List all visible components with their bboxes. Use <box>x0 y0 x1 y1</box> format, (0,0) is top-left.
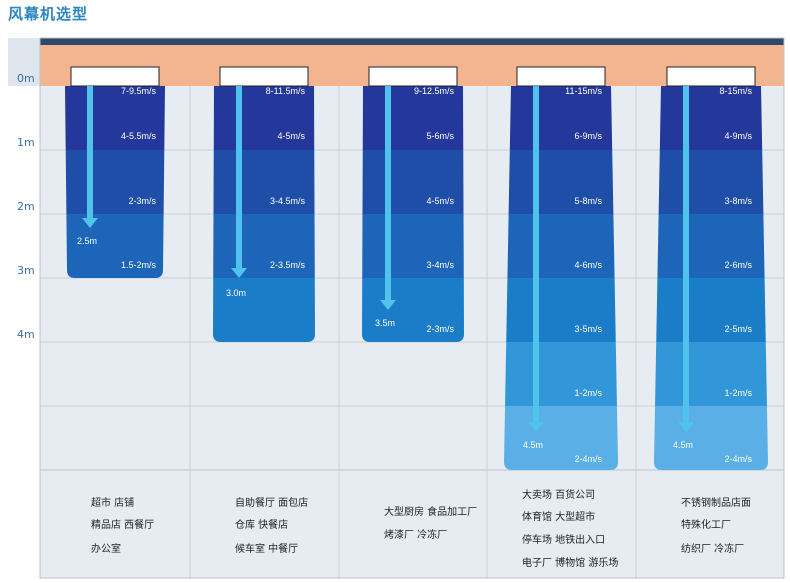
arrow-shaft <box>533 86 539 422</box>
application-label: 电子厂 博物馆 游乐场 <box>522 558 619 569</box>
airflow-band <box>65 214 165 278</box>
application-label: 精品店 西餐厅 <box>91 520 155 531</box>
throw-distance-label: 4.5m <box>523 440 544 450</box>
airflow-band <box>654 342 768 406</box>
airflow-band <box>654 278 768 342</box>
speed-label: 3-5m/s <box>574 324 602 334</box>
speed-label: 4-5.5m/s <box>120 131 156 141</box>
airflow-band <box>654 150 768 214</box>
airflow-band <box>504 86 618 150</box>
y-axis-label: 3m <box>17 264 35 277</box>
airflow-band <box>65 86 165 150</box>
speed-label: 3-8m/s <box>724 196 752 206</box>
air-curtain-unit <box>516 66 606 87</box>
airflow-band <box>504 150 618 214</box>
airflow-band <box>504 278 618 342</box>
speed-label: 3-4m/s <box>426 260 454 270</box>
arrow-shaft <box>236 86 242 268</box>
speed-label: 2-4m/s <box>574 454 602 464</box>
arrow-head <box>231 268 247 278</box>
application-label: 不锈钢制品店面 <box>681 498 751 509</box>
air-curtain-unit <box>666 66 756 87</box>
airflow-band <box>213 278 315 342</box>
speed-label: 2-6m/s <box>724 260 752 270</box>
arrow-head <box>82 218 98 228</box>
speed-label: 1.5-2m/s <box>120 260 156 270</box>
application-label: 仓库 快餐店 <box>235 520 289 531</box>
speed-label: 4-9m/s <box>724 131 752 141</box>
air-curtain-unit <box>368 66 458 87</box>
application-label: 大型厨房 食品加工厂 <box>384 507 478 518</box>
application-label: 候车室 中餐厅 <box>235 544 299 555</box>
throw-distance-label: 4.5m <box>673 440 694 450</box>
airflow-band <box>65 150 165 214</box>
air-curtain-unit <box>219 66 309 87</box>
left-strip <box>8 38 40 86</box>
application-label: 停车场 地铁出入口 <box>522 535 606 546</box>
airflow-band <box>654 406 768 470</box>
speed-label: 4-6m/s <box>574 260 602 270</box>
speed-label: 2-3m/s <box>128 196 156 206</box>
speed-label: 5-8m/s <box>574 196 602 206</box>
speed-label: 5-6m/s <box>426 131 454 141</box>
application-label: 超市 店铺 <box>91 498 135 509</box>
application-label: 烤漆厂 冷冻厂 <box>384 530 448 541</box>
airflow-band <box>213 214 315 278</box>
speed-label: 4-5m/s <box>277 131 305 141</box>
speed-label: 6-9m/s <box>574 131 602 141</box>
speed-label: 1-2m/s <box>724 388 752 398</box>
y-axis-label: 0m <box>17 72 35 85</box>
speed-label: 2-5m/s <box>724 324 752 334</box>
speed-label: 8-15m/s <box>719 86 752 96</box>
airflow-band <box>504 214 618 278</box>
throw-distance-label: 3.5m <box>375 318 396 328</box>
airflow-band <box>654 214 768 278</box>
header-bar <box>40 38 784 45</box>
panel-border <box>39 37 785 579</box>
application-label: 体育馆 大型超市 <box>522 512 596 523</box>
arrow-head <box>678 422 694 432</box>
y-axis-label: 1m <box>17 136 35 149</box>
airflow-band <box>213 86 315 150</box>
arrow-shaft <box>683 86 689 422</box>
y-axis-label: 4m <box>17 328 35 341</box>
airflow-band <box>362 214 464 278</box>
speed-label: 7-9.5m/s <box>120 86 156 96</box>
page-title: 风幕机选型 <box>8 5 89 23</box>
arrow-shaft <box>385 86 391 300</box>
arrow-shaft <box>87 86 93 218</box>
speed-label: 1-2m/s <box>574 388 602 398</box>
speed-label: 2-3m/s <box>426 324 454 334</box>
airflow-band <box>362 278 464 342</box>
airflow-band <box>213 150 315 214</box>
application-label: 纺织厂 冷冻厂 <box>681 544 745 555</box>
airflow-band <box>504 342 618 406</box>
speed-label: 4-5m/s <box>426 196 454 206</box>
application-label: 特殊化工厂 <box>681 520 731 531</box>
application-label: 办公室 <box>91 544 121 555</box>
airflow-band <box>504 406 618 470</box>
arrow-head <box>528 422 544 432</box>
airflow-band <box>362 150 464 214</box>
application-label: 自助餐厅 面包店 <box>235 498 309 509</box>
arrow-head <box>380 300 396 310</box>
airflow-band <box>654 86 768 150</box>
application-label: 大卖场 百货公司 <box>522 490 596 501</box>
throw-distance-label: 2.5m <box>77 236 98 246</box>
speed-label: 3-4.5m/s <box>269 196 305 206</box>
speed-label: 2-4m/s <box>724 454 752 464</box>
speed-label: 2-3.5m/s <box>269 260 305 270</box>
throw-distance-label: 3.0m <box>226 288 247 298</box>
airflow-band <box>362 86 464 150</box>
speed-label: 8-11.5m/s <box>265 86 305 96</box>
speed-label: 11-15m/s <box>565 86 602 96</box>
air-curtain-unit <box>70 66 160 87</box>
speed-label: 9-12.5m/s <box>413 86 454 96</box>
y-axis-label: 2m <box>17 200 35 213</box>
